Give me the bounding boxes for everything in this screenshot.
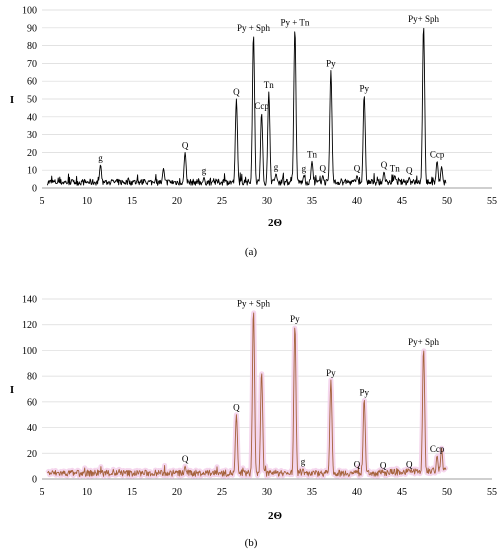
x-tick-label: 15 xyxy=(127,196,137,207)
peak-label: g xyxy=(202,165,207,175)
x-tick-label: 55 xyxy=(487,487,497,498)
chart-panel-a: 0 10 20 30 40 50 60 70 80 90 100 5 10 15 20 25 30 35 40 45 5… xyxy=(10,6,497,259)
y-tick-label: 140 xyxy=(22,295,37,306)
y-tick-label: 10 xyxy=(27,166,37,177)
peak-label: Q xyxy=(354,164,361,174)
y-tick-label: 80 xyxy=(27,41,37,52)
peak-label: Py+ Sph xyxy=(408,337,439,347)
y-tick-label: 50 xyxy=(27,95,37,106)
peak-label: Q xyxy=(320,164,327,174)
x-tick-label: 35 xyxy=(307,196,317,207)
figure-caption: (a) xyxy=(245,246,258,258)
peak-label: Py xyxy=(359,387,369,397)
peak-label: Py + Sph xyxy=(237,299,271,309)
series-halo xyxy=(45,310,449,479)
figure-caption: (b) xyxy=(245,537,258,549)
x-tick-label: 35 xyxy=(307,487,317,498)
peak-label: Py + Tn xyxy=(280,18,309,28)
x-tick-label: 45 xyxy=(397,487,407,498)
x-tick-label: 10 xyxy=(82,196,92,207)
y-tick-label: 20 xyxy=(27,449,37,460)
y-axis-label: I xyxy=(10,94,14,106)
peak-label: g xyxy=(274,162,279,172)
y-tick-label: 30 xyxy=(27,130,37,141)
x-tick-label: 45 xyxy=(397,196,407,207)
x-axis-label: 2Θ xyxy=(268,510,283,522)
peak-label: Q xyxy=(182,140,189,150)
peak-label: Q xyxy=(182,454,189,464)
y-tick-label: 40 xyxy=(27,112,37,123)
x-tick-label: 40 xyxy=(352,487,362,498)
peak-label: Py xyxy=(326,368,336,378)
x-tick-label: 30 xyxy=(262,196,272,207)
peak-label: Py xyxy=(290,314,300,324)
peak-label: Tn xyxy=(264,80,274,90)
x-tick-label: 25 xyxy=(217,196,227,207)
peak-label: Ccp xyxy=(430,149,445,159)
y-tick-label: 60 xyxy=(27,77,37,88)
x-tick-label: 50 xyxy=(442,196,452,207)
peak-label: Q xyxy=(354,459,361,469)
y-tick-label: 0 xyxy=(32,184,37,195)
peak-label: Q xyxy=(406,459,413,469)
x-tick-label: 25 xyxy=(217,487,227,498)
peak-label: Tn xyxy=(307,149,317,159)
peak-label: Q xyxy=(233,87,240,97)
peak-label: Ccp xyxy=(254,101,269,111)
series-line xyxy=(46,27,447,186)
peak-label: Py xyxy=(359,83,369,93)
x-tick-label: 20 xyxy=(172,487,182,498)
x-tick-label: 40 xyxy=(352,196,362,207)
x-tick-label: 30 xyxy=(262,487,272,498)
x-tick-label: 10 xyxy=(82,487,92,498)
y-tick-label: 60 xyxy=(27,397,37,408)
y-tick-label: 80 xyxy=(27,372,37,383)
y-tick-label: 40 xyxy=(27,423,37,434)
y-tick-label: 20 xyxy=(27,148,37,159)
peak-label: Q xyxy=(380,461,387,471)
peak-label: Q xyxy=(233,403,240,413)
peak-label: Ccp xyxy=(430,444,445,454)
y-tick-label: 70 xyxy=(27,59,37,70)
chart-panel-b: 0 20 40 60 80 100 120 140 5 10 15 20 25 30 35 40 45 50 55 2… xyxy=(10,295,497,550)
x-tick-label: 55 xyxy=(487,196,497,207)
x-axis-label: 2Θ xyxy=(268,217,283,229)
peak-label: g xyxy=(301,457,306,467)
y-tick-label: 0 xyxy=(32,475,37,486)
peak-label: Tn xyxy=(390,164,400,174)
peak-label: g xyxy=(98,153,103,163)
y-tick-label: 100 xyxy=(22,346,37,357)
peak-label: Q xyxy=(406,165,413,175)
peak-label: g xyxy=(302,164,307,174)
peak-label: Py + Sph xyxy=(237,23,271,33)
y-axis-label: I xyxy=(10,384,14,396)
x-tick-label: 5 xyxy=(40,196,45,207)
y-tick-label: 100 xyxy=(22,6,37,17)
y-tick-label: 90 xyxy=(27,23,37,34)
y-tick-label: 120 xyxy=(22,320,37,331)
x-tick-label: 50 xyxy=(442,487,452,498)
x-tick-label: 5 xyxy=(40,487,45,498)
x-tick-label: 20 xyxy=(172,196,182,207)
x-tick-label: 15 xyxy=(127,487,137,498)
peak-label: Py xyxy=(326,59,336,69)
peak-label: Q xyxy=(381,160,388,170)
series-line xyxy=(47,312,447,477)
peak-label: Py+ Sph xyxy=(408,14,439,24)
